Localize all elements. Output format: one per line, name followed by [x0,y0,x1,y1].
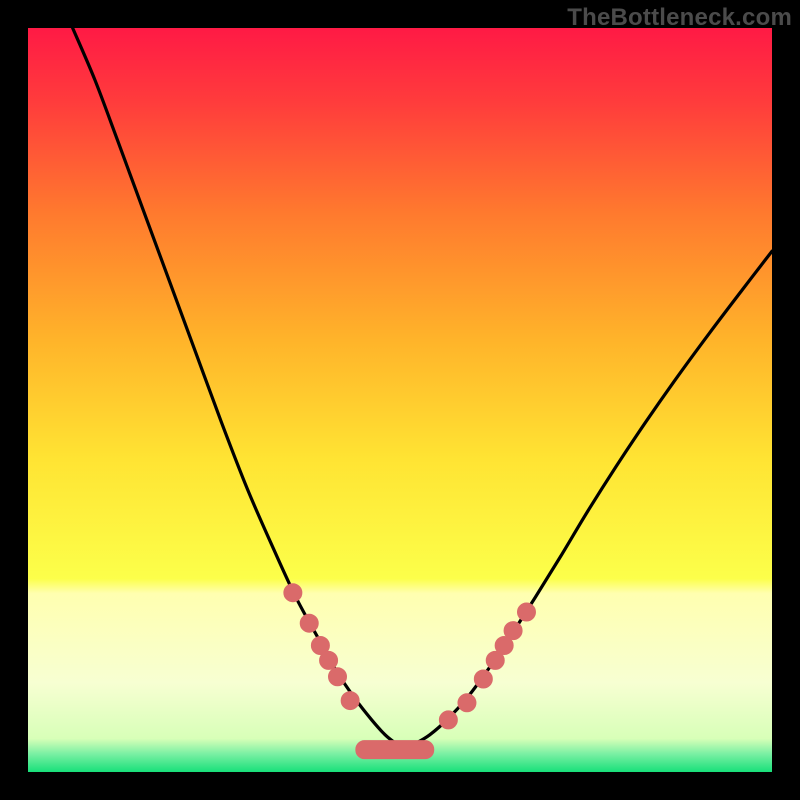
bottom-pill [355,740,434,759]
watermark-text: TheBottleneck.com [567,4,792,32]
marker-dot [284,584,302,602]
marker-dot [474,670,492,688]
marker-dot [458,694,476,712]
marker-dot [300,614,318,632]
bottom-pill-layer [355,740,434,759]
marker-dot [320,651,338,669]
outer-frame: TheBottleneck.com [0,0,800,800]
bottleneck-chart [28,28,772,772]
marker-dot [517,603,535,621]
marker-dot [439,711,457,729]
marker-dot [329,668,347,686]
marker-dot [341,692,359,710]
marker-dot [504,622,522,640]
